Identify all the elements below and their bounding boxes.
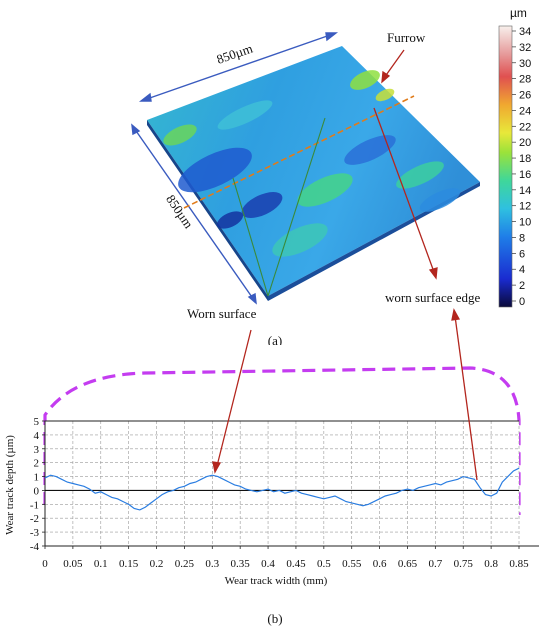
x-tick-label: 0.35 xyxy=(231,558,251,570)
x-tick-label: 0.3 xyxy=(205,558,219,570)
scale-tick-label: 16 xyxy=(519,169,531,181)
worn-surface-leaders xyxy=(232,117,326,297)
worn-surface-label: Worn surface xyxy=(187,306,257,321)
scale-unit-label: µm xyxy=(510,6,527,20)
y-tick-label: 5 xyxy=(34,416,40,428)
figure-a-surface-map: 850µm 850µm Furrow Worn surface worn sur… xyxy=(131,6,531,345)
x-tick-label: 0.7 xyxy=(428,558,442,570)
furrow-callout-arrow xyxy=(381,49,405,84)
scale-tick-label: 0 xyxy=(519,296,525,308)
dimension-top-arrow xyxy=(138,32,339,102)
y-tick-label: -4 xyxy=(30,541,40,553)
x-tick-label: 0.55 xyxy=(342,558,362,570)
x-axis-title: Wear track width (mm) xyxy=(225,575,328,587)
caption-a: (a) xyxy=(268,333,282,345)
scale-tick-label: 4 xyxy=(519,264,525,276)
x-tick-label: 0.15 xyxy=(119,558,139,570)
dimension-left-arrow xyxy=(131,123,257,305)
x-tick-label: 0.4 xyxy=(261,558,275,570)
x-tick-label: 0.5 xyxy=(317,558,331,570)
scale-tick-label: 6 xyxy=(519,248,525,260)
y-tick-label: 1 xyxy=(34,472,40,484)
x-tick-label: 0.6 xyxy=(373,558,387,570)
scale-tick-label: 34 xyxy=(519,26,531,38)
y-tick-label: 3 xyxy=(34,444,40,456)
profile-series-line xyxy=(44,467,520,511)
y-axis-title: Wear track depth (µm) xyxy=(4,435,16,535)
surface-texture xyxy=(163,70,461,257)
y-tick-label: -3 xyxy=(30,527,40,539)
edge-callout-arrow xyxy=(373,107,438,280)
x-tick-label: 0.25 xyxy=(175,558,195,570)
wear-track-boundary xyxy=(43,366,521,515)
y-tick-label: 2 xyxy=(34,458,40,470)
furrow-label: Furrow xyxy=(387,30,426,45)
scale-tick-label: 22 xyxy=(519,121,531,133)
scale-tick-label: 24 xyxy=(519,105,531,117)
scale-tick-label: 30 xyxy=(519,58,531,70)
scale-tick-label: 8 xyxy=(519,232,525,244)
y-tick-label: 4 xyxy=(34,430,40,442)
scale-tick-label: 2 xyxy=(519,280,525,292)
y-tick-label: -2 xyxy=(30,513,39,525)
x-tick-label: 0.1 xyxy=(94,558,108,570)
x-tick-label: 0.45 xyxy=(286,558,306,570)
scale-tick-label: 26 xyxy=(519,90,531,102)
scale-tick-label: 14 xyxy=(519,185,531,197)
x-tick-label: 0.75 xyxy=(454,558,474,570)
worn-surface-edge-label: worn surface edge xyxy=(385,290,481,305)
x-tick-label: 0.85 xyxy=(509,558,529,570)
y-tick-label: 0 xyxy=(34,485,40,497)
y-tick-label: -1 xyxy=(30,499,39,511)
surface-top xyxy=(147,46,480,296)
worn-surface-to-profile-arrow xyxy=(212,329,252,474)
plot-background xyxy=(45,421,519,546)
color-scale-bar xyxy=(498,25,513,308)
x-tick-label: 0.2 xyxy=(150,558,164,570)
x-tick-label: 0 xyxy=(42,558,48,570)
scale-tick-label: 32 xyxy=(519,42,531,54)
x-tick-label: 0.65 xyxy=(398,558,418,570)
scale-tick-label: 18 xyxy=(519,153,531,165)
surface-side-left xyxy=(147,120,268,301)
section-cut-line xyxy=(183,95,415,209)
edge-to-profile-arrow xyxy=(451,308,478,481)
scale-tick-label: 28 xyxy=(519,74,531,86)
caption-b: (b) xyxy=(267,611,282,626)
scale-tick-label: 20 xyxy=(519,137,531,149)
x-tick-label: 0.8 xyxy=(484,558,498,570)
scale-tick-label: 10 xyxy=(519,217,531,229)
x-tick-label: 0.05 xyxy=(63,558,83,570)
scale-tick-label: 12 xyxy=(519,201,531,213)
